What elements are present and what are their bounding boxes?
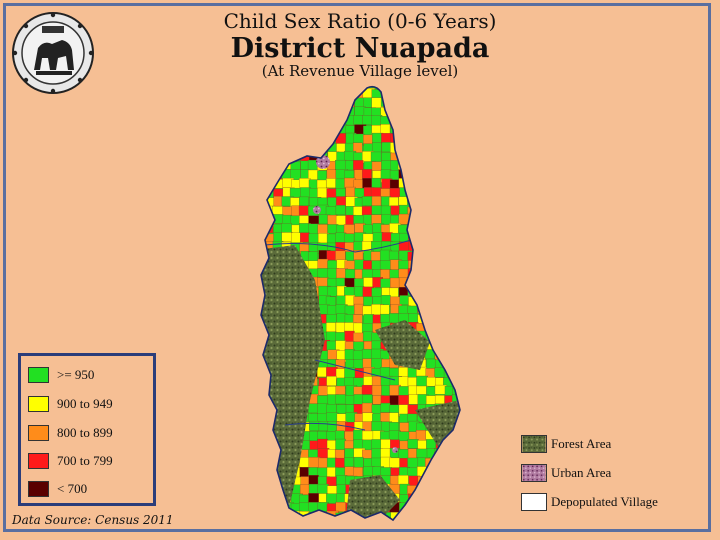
legend-box: >= 950 900 to 949 800 to 899 700 to 799 … bbox=[18, 353, 156, 506]
legend-swatch-below-700 bbox=[28, 481, 49, 497]
legend-item: 900 to 949 bbox=[28, 395, 113, 413]
map-subtitle: (At Revenue Village level) bbox=[261, 62, 459, 80]
urban-area-label: Urban Area bbox=[551, 465, 612, 480]
legend-swatch-900-949 bbox=[28, 396, 49, 412]
map-frame bbox=[3, 3, 711, 532]
legend-item: 700 to 799 bbox=[28, 452, 113, 470]
urban-area-swatch bbox=[521, 464, 547, 482]
legend-label: 700 to 799 bbox=[57, 453, 113, 468]
forest-area-label: Forest Area bbox=[551, 436, 612, 451]
map-title: Child Sex Ratio (0-6 Years) bbox=[223, 9, 497, 33]
depopulated-village-label: Depopulated Village bbox=[551, 494, 658, 509]
legend-label: 800 to 899 bbox=[57, 425, 113, 440]
legend-item-forest: Forest Area bbox=[521, 434, 611, 454]
legend-swatch-800-899 bbox=[28, 425, 49, 441]
legend-item: >= 950 bbox=[28, 366, 94, 384]
legend-item-urban: Urban Area bbox=[521, 463, 611, 483]
depopulated-village-swatch bbox=[521, 493, 547, 511]
legend-label: >= 950 bbox=[57, 367, 95, 382]
district-name: District Nuapada bbox=[230, 33, 490, 64]
legend-item-depopulated: Depopulated Village bbox=[521, 492, 658, 512]
legend-label: 900 to 949 bbox=[57, 396, 113, 411]
legend-swatch-950-plus bbox=[28, 367, 49, 383]
forest-area-swatch bbox=[521, 435, 547, 453]
legend-label: < 700 bbox=[57, 481, 88, 496]
legend-item: < 700 bbox=[28, 480, 87, 498]
legend-item: 800 to 899 bbox=[28, 424, 113, 442]
district-map bbox=[260, 85, 461, 521]
state-emblem-icon bbox=[12, 12, 94, 94]
data-source: Data Source: Census 2011 bbox=[12, 513, 174, 527]
legend-swatch-700-799 bbox=[28, 453, 49, 469]
